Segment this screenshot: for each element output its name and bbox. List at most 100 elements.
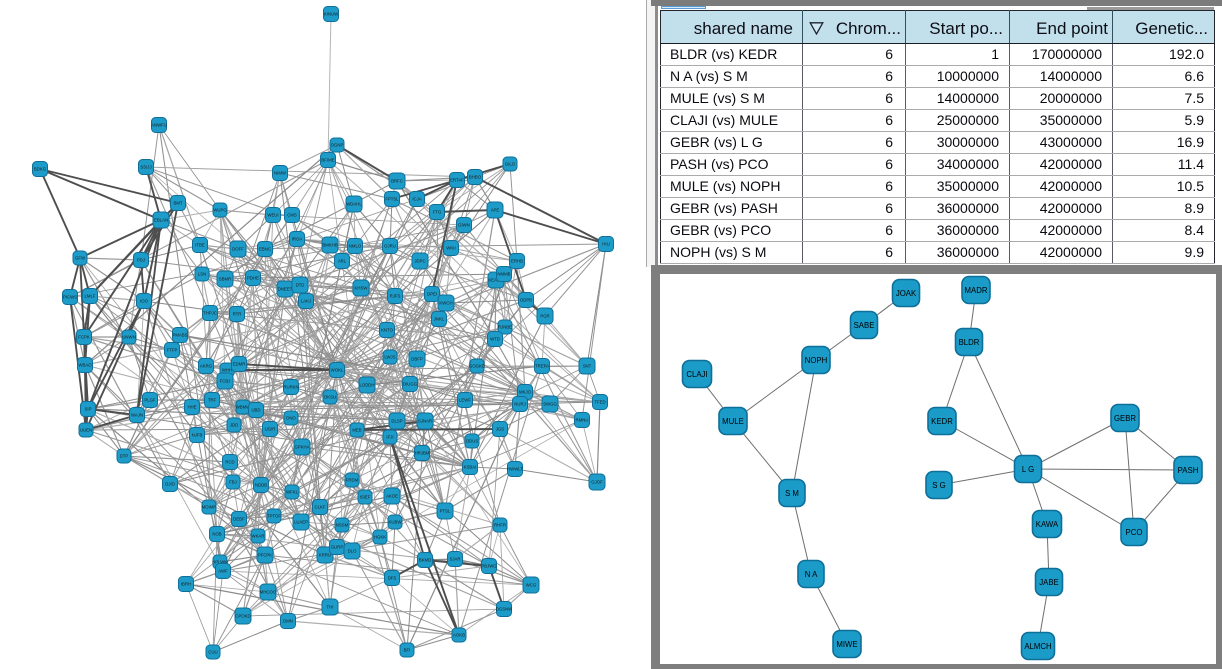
svg-text:PDJ: PDJ <box>137 258 145 263</box>
svg-text:HHE: HHE <box>187 405 196 410</box>
svg-text:ODPB: ODPB <box>520 298 532 303</box>
svg-text:UGIR: UGIR <box>265 427 276 432</box>
svg-text:BHBO: BHBO <box>469 175 482 180</box>
svg-text:ERHB: ERHB <box>511 259 523 264</box>
svg-text:WBMW: WBMW <box>236 405 252 410</box>
svg-text:PASH: PASH <box>1178 466 1199 475</box>
svg-text:JDD: JDD <box>230 423 238 428</box>
svg-text:LUAEP: LUAEP <box>294 520 308 525</box>
svg-text:JABE: JABE <box>1039 578 1059 587</box>
svg-text:FTFP: FTFP <box>167 348 178 353</box>
svg-text:HWWLT: HWWLT <box>507 467 523 472</box>
svg-text:BFIME: BFIME <box>321 158 334 163</box>
svg-text:BKMD: BKMD <box>419 558 431 563</box>
svg-text:DBFP: DBFP <box>411 357 423 362</box>
svg-text:CLAJI: CLAJI <box>686 370 707 379</box>
svg-text:FTG: FTG <box>433 210 442 215</box>
svg-text:RMNU: RMNU <box>576 418 589 423</box>
svg-text:BMT: BMT <box>173 201 182 206</box>
svg-text:GEBR: GEBR <box>1114 414 1136 423</box>
svg-text:EBLAN: EBLAN <box>154 218 168 223</box>
svg-text:SWGG: SWGG <box>543 402 557 407</box>
svg-text:DIUGG: DIUGG <box>403 382 418 387</box>
svg-text:S M: S M <box>785 489 799 498</box>
svg-text:IBRH: IBRH <box>181 582 191 587</box>
svg-text:TPTOF: TPTOF <box>267 514 281 519</box>
svg-text:DPEI: DPEI <box>427 292 437 297</box>
svg-text:LEWF: LEWF <box>459 398 471 403</box>
svg-text:NMMB: NMMB <box>497 272 510 277</box>
svg-text:HRJBM: HRJBM <box>415 451 430 456</box>
svg-text:BMKHB: BMKHB <box>322 243 337 248</box>
svg-text:EDMR: EDMR <box>233 362 246 367</box>
svg-text:DTP: DTP <box>120 454 129 459</box>
svg-text:RTR: RTR <box>233 312 242 317</box>
svg-text:MKJO: MKJO <box>519 390 532 395</box>
svg-text:TREPA: TREPA <box>535 364 549 369</box>
svg-text:PLGF: PLGF <box>144 398 156 403</box>
svg-text:KINUW: KINUW <box>324 12 339 17</box>
svg-text:RCD: RCD <box>225 460 234 465</box>
svg-text:ALMCH: ALMCH <box>1024 642 1051 651</box>
svg-text:DMN: DMN <box>283 619 293 624</box>
svg-text:NOB: NOB <box>212 532 221 537</box>
svg-text:BRFC: BRFC <box>391 179 403 184</box>
svg-text:LODDH: LODDH <box>359 383 374 388</box>
svg-text:GPKHA: GPKHA <box>294 445 309 450</box>
svg-text:NOPH: NOPH <box>805 356 828 365</box>
svg-text:WUPG: WUPG <box>213 208 227 213</box>
svg-text:DOFF: DOFF <box>232 247 244 252</box>
svg-text:GILO: GILO <box>505 162 516 167</box>
svg-text:TFED: TFED <box>594 400 605 405</box>
svg-text:DLSP: DLSP <box>391 419 402 424</box>
svg-text:DFS: DFS <box>388 576 397 581</box>
svg-text:WAJN: WAJN <box>131 413 143 418</box>
svg-text:NIMW: NIMW <box>274 171 287 176</box>
svg-text:FPTSL: FPTSL <box>385 197 399 202</box>
svg-text:GJOF: GJOF <box>591 480 603 485</box>
svg-text:NSSM: NSSM <box>336 523 349 528</box>
svg-text:NURJ: NURJ <box>514 402 525 407</box>
svg-text:OGNP: OGNP <box>331 143 344 148</box>
svg-text:SABE: SABE <box>854 321 875 330</box>
svg-text:UBD: UBD <box>251 408 260 413</box>
svg-text:WKII: WKII <box>446 246 455 251</box>
svg-text:SJNAR: SJNAR <box>418 419 432 424</box>
svg-text:PTSL: PTSL <box>440 509 451 514</box>
svg-text:DNO: DNO <box>286 416 296 421</box>
svg-text:GFW: GFW <box>75 256 86 261</box>
svg-text:WBAO: WBAO <box>78 363 92 368</box>
svg-text:WKAR: WKAR <box>252 534 265 539</box>
svg-text:ARL: ARL <box>338 259 347 264</box>
svg-text:WDAHL: WDAHL <box>346 202 362 207</box>
svg-text:JNKL: JNKL <box>434 317 445 322</box>
svg-text:DGSNW: DGSNW <box>496 607 513 612</box>
svg-text:WEUI: WEUI <box>267 213 278 218</box>
svg-text:IFJI: IFJI <box>386 435 393 440</box>
svg-text:THPJC: THPJC <box>203 311 217 316</box>
svg-text:JOAK: JOAK <box>896 289 917 298</box>
svg-text:LWJS: LWJS <box>384 355 395 360</box>
svg-text:ANWFU: ANWFU <box>151 123 167 128</box>
svg-text:CPOKD: CPOKD <box>235 614 250 619</box>
svg-text:BDKG: BDKG <box>34 167 47 172</box>
svg-text:KEAWP: KEAWP <box>488 278 503 283</box>
svg-text:CUU: CUU <box>208 650 217 655</box>
svg-text:KAWA: KAWA <box>1036 520 1059 529</box>
svg-text:BLDR: BLDR <box>959 338 980 347</box>
svg-text:MIWE: MIWE <box>836 640 857 649</box>
svg-text:JGS: JGS <box>496 427 504 432</box>
svg-text:PMABS: PMABS <box>172 333 187 338</box>
svg-text:OKSU: OKSU <box>324 395 336 400</box>
svg-text:NMLO: NMLO <box>349 244 362 249</box>
svg-text:ODUS: ODUS <box>466 439 479 444</box>
svg-text:PICWS: PICWS <box>63 295 77 300</box>
svg-text:L G: L G <box>1022 465 1034 474</box>
svg-text:LAKJ: LAKJ <box>301 299 311 304</box>
svg-text:LSN: LSN <box>198 272 206 277</box>
svg-text:SSIJJ: SSIJJ <box>140 165 151 170</box>
svg-text:CMS: CMS <box>287 213 297 218</box>
svg-text:RJFS: RJFS <box>390 294 401 299</box>
svg-text:RHFR: RHFR <box>494 523 506 528</box>
svg-text:KNTO: KNTO <box>381 328 394 333</box>
